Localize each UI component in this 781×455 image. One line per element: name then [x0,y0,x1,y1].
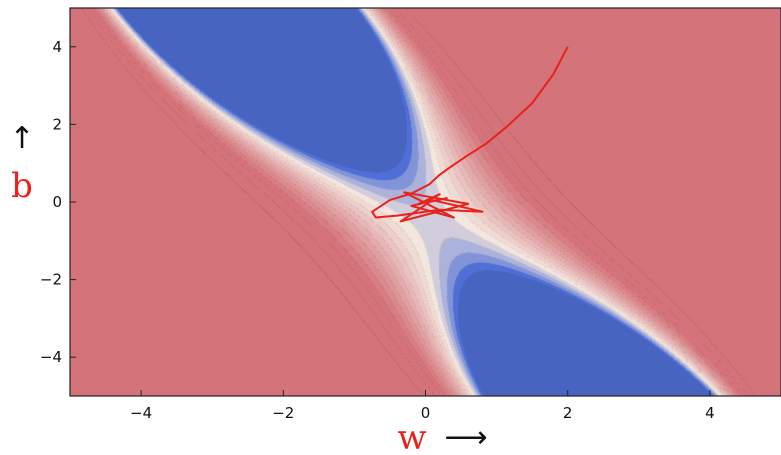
x-tick-label: −4 [130,404,152,422]
x-tick-label: 4 [705,404,715,422]
y-axis: −4 −2 0 2 4 [40,38,76,366]
y-axis-label: b [11,166,33,206]
x-tick-label: −2 [272,404,294,422]
plot-area [70,8,781,396]
x-tick-label: 0 [421,404,431,422]
y-tick-label: 4 [52,38,62,56]
y-tick-label: 0 [52,193,62,211]
y-axis-arrow: ↑ [9,121,34,156]
y-tick-label: −2 [40,271,62,289]
x-axis: −4 −2 0 2 4 [130,390,715,422]
x-axis-label: w [397,418,426,455]
x-tick-label: 2 [563,404,573,422]
y-tick-label: 2 [52,115,62,133]
y-tick-label: −4 [40,348,62,366]
x-axis-arrow: ⟶ [444,420,487,455]
gradient-descent-trajectory [371,46,569,223]
